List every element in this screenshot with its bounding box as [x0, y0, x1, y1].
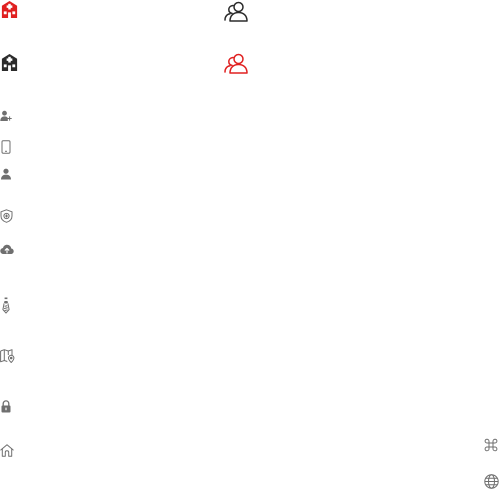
lock-icon[interactable] [0, 400, 12, 413]
people-icon-default[interactable] [224, 1, 248, 22]
hospital-icon-active[interactable] [0, 0, 19, 19]
phone-icon[interactable] [0, 140, 12, 154]
tie-icon[interactable] [0, 297, 12, 314]
hospital-icon-default[interactable] [0, 53, 19, 72]
cloud-upload-icon[interactable] [0, 244, 14, 256]
people-icon-active[interactable] [224, 53, 248, 74]
user-add-icon[interactable] [0, 110, 12, 122]
map-pin-icon[interactable] [0, 349, 15, 363]
globe-icon[interactable] [484, 474, 499, 489]
home-icon[interactable] [0, 444, 14, 457]
user-icon[interactable] [0, 168, 12, 180]
command-icon[interactable] [484, 438, 498, 452]
shield-plus-icon[interactable] [0, 209, 13, 223]
